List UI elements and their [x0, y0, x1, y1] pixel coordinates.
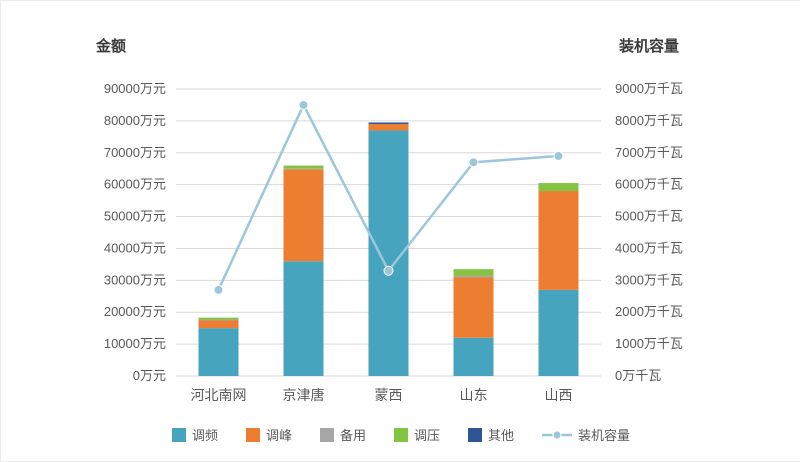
bar-segment-调峰[interactable]: [368, 124, 409, 131]
legend-item-调频[interactable]: 调频: [171, 425, 218, 444]
bar-segment-调峰[interactable]: [283, 169, 324, 262]
left-axis-tick: 60000万元: [104, 177, 166, 192]
bar-segment-调频[interactable]: [453, 337, 494, 376]
left-axis-tick: 70000万元: [104, 145, 166, 160]
left-axis-tick: 50000万元: [104, 209, 166, 224]
legend-swatch: [171, 427, 186, 442]
bar-segment-调频[interactable]: [198, 328, 239, 376]
bar-segment-调峰[interactable]: [538, 191, 579, 290]
legend-item-其他[interactable]: 其他: [468, 425, 514, 444]
bar-segment-其他[interactable]: [368, 122, 409, 125]
left-axis-title: 金额: [96, 38, 127, 55]
legend-item-调压[interactable]: 调压: [394, 425, 440, 444]
bar-segment-调频[interactable]: [283, 261, 324, 376]
bar-segment-调压[interactable]: [283, 165, 324, 169]
legend-item-备用[interactable]: 备用: [319, 425, 366, 444]
bar-segment-备用[interactable]: [198, 319, 239, 321]
legend-line-swatch: [542, 430, 573, 439]
legend-swatch: [394, 427, 408, 442]
bar-segment-调压[interactable]: [198, 317, 239, 320]
left-axis-tick: 0万元: [133, 368, 166, 383]
bar-segment-调频[interactable]: [538, 289, 579, 376]
category-label: 河北南网: [191, 387, 247, 403]
legend-item-装机容量[interactable]: 装机容量: [542, 425, 630, 444]
left-axis-tick: 20000万元: [104, 304, 166, 319]
legend: 调频 调峰 备用 调压 其他 装机容量: [1, 425, 800, 444]
legend-item-调峰[interactable]: 调峰: [245, 425, 292, 444]
legend-label: 调峰: [265, 428, 292, 443]
bar-segment-备用[interactable]: [453, 275, 494, 278]
legend-label: 装机容量: [578, 428, 631, 443]
category-label: 山东: [460, 387, 488, 403]
capacity-point[interactable]: [383, 265, 394, 276]
bar-segment-调峰[interactable]: [453, 277, 494, 338]
legend-swatch: [319, 427, 334, 442]
capacity-point[interactable]: [553, 150, 564, 161]
capacity-point[interactable]: [298, 99, 309, 110]
capacity-point[interactable]: [468, 157, 479, 168]
category-label: 京津唐: [283, 387, 325, 403]
category-label: 蒙西: [375, 387, 403, 403]
bar-segment-备用[interactable]: [283, 168, 324, 170]
bar-segment-调峰[interactable]: [198, 320, 239, 329]
left-axis-tick: 40000万元: [104, 240, 166, 255]
left-axis-tick: 10000万元: [104, 336, 166, 351]
right-axis-tick: 0万千瓦: [615, 368, 661, 383]
capacity-point[interactable]: [213, 284, 224, 295]
legend-label: 调频: [191, 428, 218, 443]
left-axis-tick: 30000万元: [104, 272, 166, 287]
right-axis-tick: 2000万千瓦: [615, 304, 683, 319]
right-axis-tick: 4000万千瓦: [615, 240, 683, 255]
right-axis-tick: 7000万千瓦: [615, 145, 683, 160]
right-axis-tick: 6000万千瓦: [615, 177, 683, 192]
right-axis-title: 装机容量: [619, 38, 680, 55]
legend-swatch: [468, 427, 483, 442]
right-axis-tick: 9000万千瓦: [615, 81, 683, 96]
chart-plot: 0万元 10000万元 20000万元 30000万元 40000万元 50000万元 60…: [104, 81, 683, 403]
bar-segment-调压[interactable]: [538, 183, 579, 192]
bar-segment-调压[interactable]: [453, 269, 494, 276]
right-axis-tick: 5000万千瓦: [615, 209, 683, 224]
legend-label: 调压: [414, 428, 441, 443]
left-axis-tick: 80000万元: [104, 113, 166, 128]
legend-label: 其他: [488, 428, 515, 443]
right-axis-tick: 8000万千瓦: [615, 113, 683, 128]
legend-swatch: [245, 427, 260, 442]
left-axis-tick: 90000万元: [104, 81, 166, 96]
right-axis-tick: 1000万千瓦: [615, 336, 683, 351]
category-label: 山西: [545, 387, 573, 403]
right-axis-tick: 3000万千瓦: [615, 272, 683, 287]
legend-label: 备用: [339, 428, 366, 443]
